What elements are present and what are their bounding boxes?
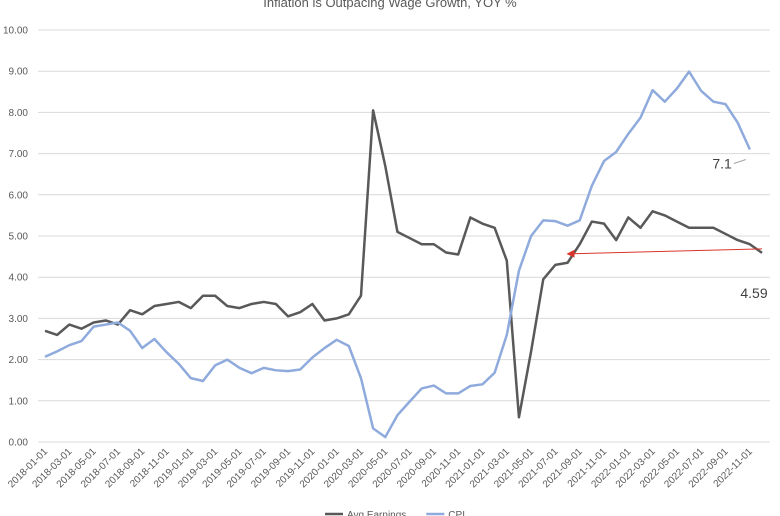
chart-title: Inflation is Outpacing Wage Growth, YOY … [263,0,517,10]
line-series [44,70,751,439]
y-tick-label: 4.00 [9,273,29,284]
y-tick-label: 10.00 [3,26,28,37]
y-tick-label: 5.00 [9,232,29,243]
y-tick-label: 9.00 [9,67,29,78]
arrow [566,248,763,258]
y-tick-label: 7.00 [9,149,29,160]
line-series [44,109,763,419]
leader-line [733,159,747,164]
y-tick-label: 6.00 [9,190,29,201]
y-tick-label: 0.00 [9,438,29,449]
legend-label: CPI [448,510,465,516]
data-label: 7.1 [712,155,732,171]
y-tick-label: 3.00 [9,314,29,325]
data-label: 4.59 [740,285,767,301]
legend-label: Avg Earnings [347,510,406,516]
y-tick-label: 2.00 [9,355,29,366]
y-tick-label: 1.00 [9,396,29,407]
y-tick-label: 8.00 [9,108,29,119]
